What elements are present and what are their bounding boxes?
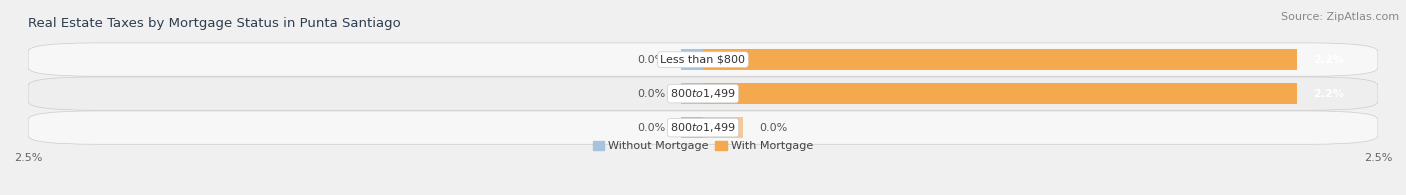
- Text: 0.0%: 0.0%: [637, 89, 665, 99]
- Text: $800 to $1,499: $800 to $1,499: [671, 87, 735, 100]
- Text: Real Estate Taxes by Mortgage Status in Punta Santiago: Real Estate Taxes by Mortgage Status in …: [28, 17, 401, 30]
- Legend: Without Mortgage, With Mortgage: Without Mortgage, With Mortgage: [588, 136, 818, 156]
- Bar: [682, 117, 703, 138]
- Text: 0.0%: 0.0%: [637, 55, 665, 65]
- Bar: [682, 83, 703, 104]
- Bar: [703, 49, 1296, 70]
- Bar: [682, 49, 703, 70]
- FancyBboxPatch shape: [28, 43, 1378, 76]
- Bar: [703, 83, 1296, 104]
- Bar: [703, 117, 744, 138]
- Text: 2.2%: 2.2%: [1313, 89, 1344, 99]
- Text: $800 to $1,499: $800 to $1,499: [671, 121, 735, 134]
- Text: Less than $800: Less than $800: [661, 55, 745, 65]
- Text: 0.0%: 0.0%: [637, 123, 665, 133]
- FancyBboxPatch shape: [28, 77, 1378, 110]
- FancyBboxPatch shape: [28, 111, 1378, 144]
- Text: 0.0%: 0.0%: [759, 123, 787, 133]
- Text: Source: ZipAtlas.com: Source: ZipAtlas.com: [1281, 12, 1399, 22]
- Text: 2.2%: 2.2%: [1313, 55, 1344, 65]
